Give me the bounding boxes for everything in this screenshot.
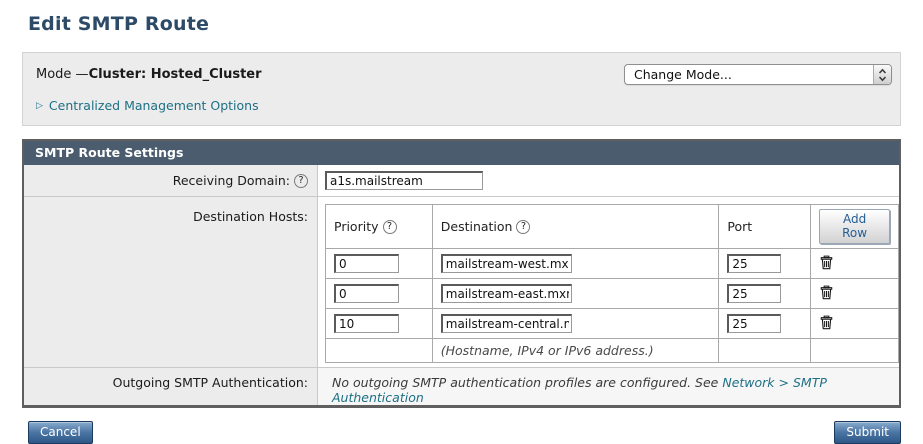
smtp-authentication-link[interactable]: Network > SMTP Authentication bbox=[332, 375, 827, 405]
port-input[interactable] bbox=[727, 314, 782, 333]
priority-input[interactable] bbox=[334, 314, 399, 333]
destination-column-header: Destination? bbox=[431, 204, 720, 249]
destination-header-label: Destination bbox=[440, 219, 513, 234]
destination-hosts-label-cell: Destination Hosts: bbox=[24, 197, 318, 367]
receiving-domain-label-cell: Receiving Domain:? bbox=[24, 165, 318, 196]
hosts-header-row: Priority? Destination? Port Add Row bbox=[325, 204, 899, 249]
add-row-button[interactable]: Add Row bbox=[819, 209, 890, 244]
mode-row: Mode —Cluster: Hosted_Cluster Change Mod… bbox=[36, 64, 892, 85]
page-title: Edit SMTP Route bbox=[28, 13, 210, 35]
help-icon[interactable]: ? bbox=[382, 219, 397, 234]
trash-icon bbox=[820, 315, 833, 330]
destination-host-row bbox=[325, 278, 899, 309]
page: Edit SMTP Route Mode —Cluster: Hosted_Cl… bbox=[0, 13, 923, 444]
port-input[interactable] bbox=[727, 254, 782, 273]
receiving-domain-input[interactable] bbox=[325, 171, 483, 190]
port-column-header: Port bbox=[718, 204, 812, 249]
help-icon[interactable]: ? bbox=[294, 173, 308, 188]
mode-label: Mode — bbox=[36, 67, 89, 82]
destination-host-row bbox=[325, 248, 899, 279]
delete-row-button[interactable] bbox=[819, 314, 834, 330]
outgoing-auth-text: No outgoing SMTP authentication profiles… bbox=[332, 375, 719, 390]
cancel-button[interactable]: Cancel bbox=[28, 421, 93, 444]
destination-hosts-table: Priority? Destination? Port Add Row bbox=[325, 204, 899, 363]
change-mode-selected-value: Change Mode... bbox=[634, 67, 732, 82]
add-row-header-cell: Add Row bbox=[810, 204, 899, 249]
destination-hosts-value-cell: Priority? Destination? Port Add Row bbox=[318, 197, 899, 367]
change-mode-select[interactable]: Change Mode... bbox=[624, 64, 892, 85]
destination-hosts-row: Destination Hosts: Priority? Destination… bbox=[24, 196, 899, 367]
section-header: SMTP Route Settings bbox=[24, 141, 899, 165]
trash-icon bbox=[820, 255, 833, 270]
receiving-domain-label: Receiving Domain: bbox=[172, 173, 290, 188]
delete-row-button[interactable] bbox=[819, 254, 834, 270]
destination-input[interactable] bbox=[440, 254, 572, 273]
expander-triangle-icon[interactable]: ▷ bbox=[36, 100, 43, 111]
mode-text: Mode —Cluster: Hosted_Cluster bbox=[36, 67, 262, 82]
hostname-hint-row: (Hostname, IPv4 or IPv6 address.) bbox=[325, 338, 899, 363]
centralized-management-row: ▷ Centralized Management Options bbox=[36, 98, 892, 113]
port-header-label: Port bbox=[727, 219, 753, 234]
destination-input[interactable] bbox=[440, 284, 572, 303]
priority-input[interactable] bbox=[334, 254, 399, 273]
outgoing-auth-label-cell: Outgoing SMTP Authentication: bbox=[24, 368, 318, 405]
port-input[interactable] bbox=[727, 284, 782, 303]
receiving-domain-row: Receiving Domain:? bbox=[24, 165, 899, 196]
mode-value: Cluster: Hosted_Cluster bbox=[88, 67, 262, 82]
delete-row-button[interactable] bbox=[819, 284, 834, 300]
select-stepper-icon bbox=[873, 65, 891, 84]
outgoing-auth-label: Outgoing SMTP Authentication: bbox=[112, 375, 308, 390]
trash-icon bbox=[820, 285, 833, 300]
footer-actions: Cancel Submit bbox=[22, 421, 901, 444]
mode-panel: Mode —Cluster: Hosted_Cluster Change Mod… bbox=[22, 52, 901, 126]
smtp-route-settings-section: SMTP Route Settings Receiving Domain:? D… bbox=[22, 139, 901, 408]
centralized-management-options-link[interactable]: Centralized Management Options bbox=[48, 98, 259, 113]
help-icon[interactable]: ? bbox=[516, 219, 531, 234]
submit-button[interactable]: Submit bbox=[834, 421, 901, 444]
destination-input[interactable] bbox=[440, 314, 572, 333]
outgoing-auth-value-cell: No outgoing SMTP authentication profiles… bbox=[318, 368, 899, 405]
destination-host-row bbox=[325, 308, 899, 339]
receiving-domain-value-cell bbox=[318, 165, 899, 196]
priority-input[interactable] bbox=[334, 284, 399, 303]
priority-header-label: Priority bbox=[334, 219, 379, 234]
priority-column-header: Priority? bbox=[325, 204, 433, 249]
outgoing-smtp-auth-row: Outgoing SMTP Authentication: No outgoin… bbox=[24, 367, 899, 405]
hostname-hint: (Hostname, IPv4 or IPv6 address.) bbox=[440, 343, 654, 358]
destination-hosts-label: Destination Hosts: bbox=[193, 209, 308, 224]
